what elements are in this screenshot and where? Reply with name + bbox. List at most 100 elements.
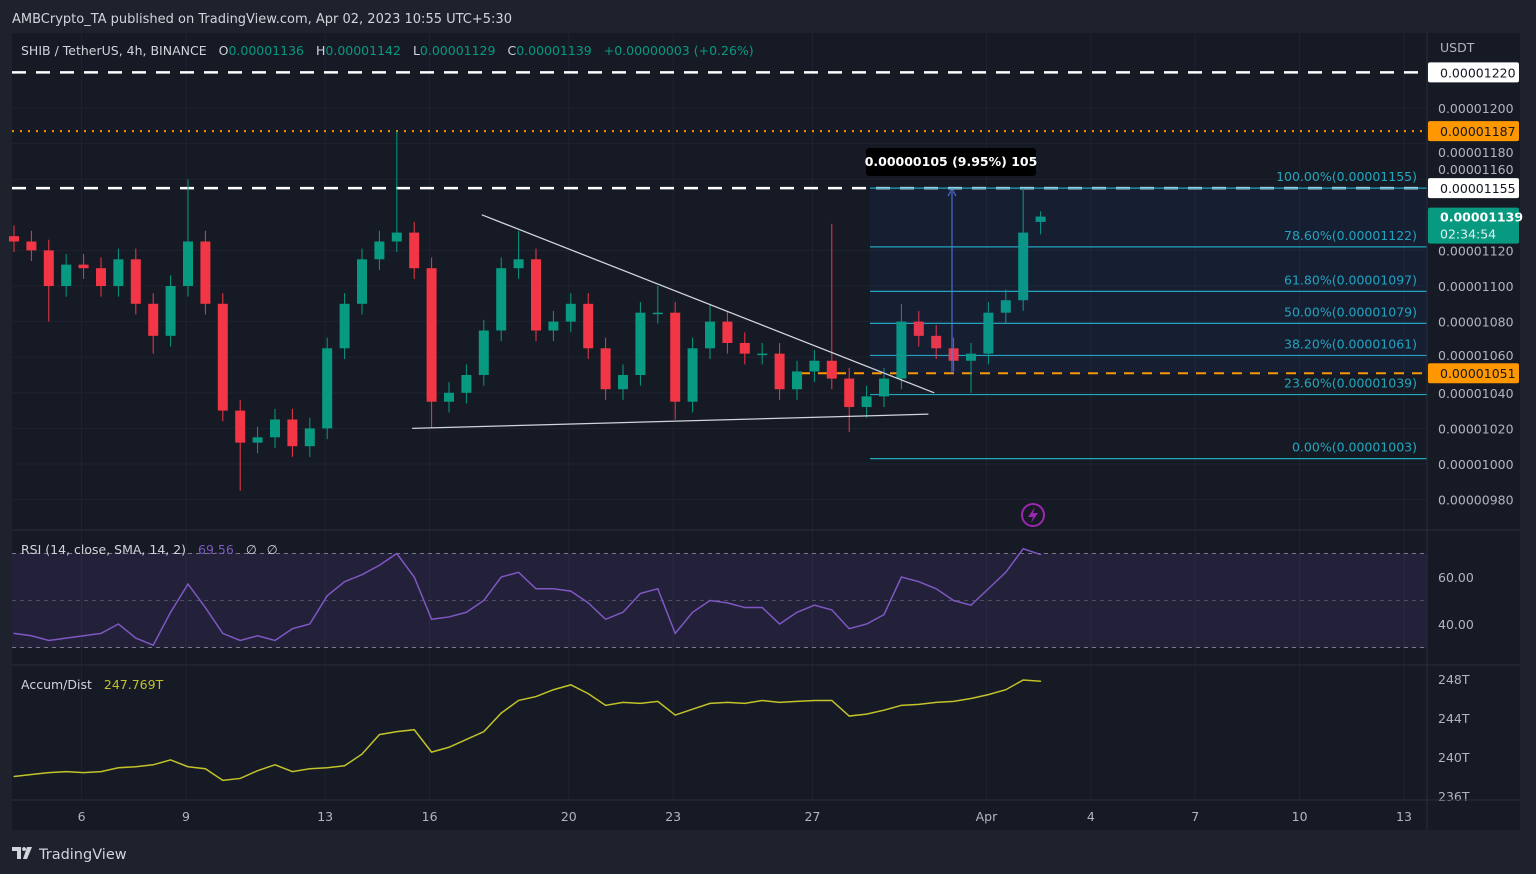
candle[interactable] <box>826 223 837 390</box>
ad-point <box>744 702 746 704</box>
time-axis[interactable]: 6 9 13 16 20 23 27 Apr 4 7 10 13 <box>78 809 1412 824</box>
candle[interactable] <box>183 179 193 297</box>
price-badge[interactable]: 0.00001187 <box>1428 121 1519 142</box>
candle[interactable] <box>357 248 367 315</box>
candle[interactable] <box>270 408 280 448</box>
candle[interactable] <box>548 310 559 342</box>
candle[interactable] <box>165 275 176 347</box>
candle[interactable] <box>913 310 924 347</box>
candle[interactable] <box>426 257 437 429</box>
accum-dist-pane[interactable]: 248T 244T 240T 236T <box>13 672 1470 804</box>
price-badge-value: 0.00001051 <box>1440 366 1516 381</box>
candle[interactable] <box>635 302 646 386</box>
candle[interactable] <box>61 253 72 297</box>
price-axis[interactable]: USDT 0.00001200 0.00001180 0.00001160 0.0000… <box>1428 40 1523 508</box>
rsi-line[interactable] <box>13 547 1041 647</box>
candle[interactable] <box>583 293 594 359</box>
price-badge[interactable]: 0.00001155 <box>1428 178 1519 199</box>
rsi-legend[interactable]: RSI (14, close, SMA, 14, 2) 69.56 ∅ ∅ <box>21 542 278 557</box>
measure-label: 0.00000105 (9.95%) 105 <box>865 154 1038 169</box>
candle[interactable] <box>1035 211 1046 235</box>
candle[interactable] <box>217 293 228 422</box>
candle[interactable] <box>792 360 802 400</box>
candle[interactable] <box>774 342 785 400</box>
candle[interactable] <box>1018 188 1029 311</box>
triangle-lower-trendline[interactable] <box>412 413 929 430</box>
candle[interactable] <box>739 332 750 365</box>
rsi-point <box>900 576 903 578</box>
candle[interactable] <box>200 230 211 315</box>
lightning-icon[interactable] <box>1021 503 1045 527</box>
rsi-point <box>987 588 990 590</box>
candle-body <box>1000 300 1011 313</box>
candle-body <box>217 303 228 411</box>
candle[interactable] <box>861 385 872 418</box>
last-price-badge[interactable]: 0.00001139 02:34:54 <box>1428 207 1523 244</box>
candle-body <box>391 232 402 242</box>
rsi-point <box>500 576 502 578</box>
symbol-legend[interactable]: SHIB / TetherUS, 4h, BINANCE O0.00001136… <box>21 43 754 58</box>
candle[interactable] <box>948 337 959 372</box>
candle[interactable] <box>844 367 855 432</box>
candles[interactable] <box>9 131 1046 491</box>
candle[interactable] <box>809 350 820 383</box>
ad-point <box>726 701 729 704</box>
ad-line[interactable] <box>13 679 1041 782</box>
rsi-pane[interactable]: 60.00 40.00 <box>12 547 1474 648</box>
candle[interactable] <box>896 303 907 390</box>
candle[interactable] <box>444 382 454 413</box>
tradingview-logo[interactable]: TradingView <box>12 847 127 863</box>
candle[interactable] <box>339 293 350 359</box>
candle[interactable] <box>513 230 524 279</box>
candle[interactable] <box>9 225 19 253</box>
rsi-point <box>83 635 85 637</box>
candle[interactable] <box>478 319 489 386</box>
candle[interactable] <box>966 342 976 393</box>
candle[interactable] <box>722 310 733 354</box>
candle-body <box>183 241 193 286</box>
candle[interactable] <box>409 221 420 279</box>
published-text: AMBCrypto_TA published on TradingView.co… <box>12 12 512 27</box>
candle[interactable] <box>652 286 663 324</box>
ad-point <box>65 771 67 773</box>
time-axis-tick: Apr <box>976 809 998 824</box>
candle[interactable] <box>618 364 628 400</box>
candle[interactable] <box>531 248 541 342</box>
candle[interactable] <box>130 248 141 315</box>
candle[interactable] <box>148 293 159 354</box>
candle[interactable] <box>322 337 333 440</box>
candle[interactable] <box>235 399 246 491</box>
candle[interactable] <box>26 230 37 262</box>
triangle-upper-trendline[interactable] <box>481 214 935 394</box>
candle-body <box>444 392 454 402</box>
candle[interactable] <box>43 239 54 322</box>
candle[interactable] <box>304 417 315 457</box>
time-axis-tick: 27 <box>804 809 820 824</box>
ad-point <box>587 693 589 695</box>
candle[interactable] <box>78 253 89 279</box>
price-badge[interactable]: 0.00001051 <box>1428 363 1519 384</box>
candle[interactable] <box>670 302 681 420</box>
candle[interactable] <box>565 293 576 333</box>
candle[interactable] <box>705 303 715 359</box>
candle[interactable] <box>113 248 124 297</box>
candle[interactable] <box>496 257 507 342</box>
candle[interactable] <box>391 131 402 253</box>
candle[interactable] <box>687 337 698 413</box>
price-badge[interactable]: 0.00001220 <box>1428 62 1519 83</box>
candle[interactable] <box>374 230 385 270</box>
candle[interactable] <box>600 337 611 400</box>
candle[interactable] <box>931 325 942 359</box>
candle[interactable] <box>461 364 472 404</box>
candle[interactable] <box>287 408 298 457</box>
candle[interactable] <box>983 302 994 365</box>
ad-legend[interactable]: Accum/Dist 247.769T <box>21 677 164 692</box>
candle[interactable] <box>96 257 106 297</box>
candle[interactable] <box>1000 289 1011 324</box>
close-value: 0.00001139 <box>516 43 592 58</box>
ad-point <box>657 700 659 703</box>
candle[interactable] <box>757 342 768 365</box>
candle[interactable] <box>879 367 889 408</box>
candle[interactable] <box>252 426 263 454</box>
